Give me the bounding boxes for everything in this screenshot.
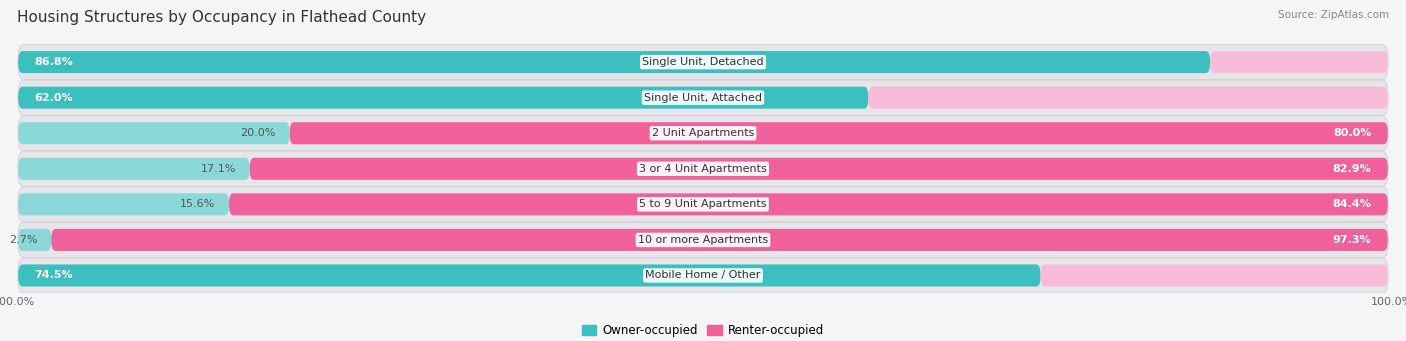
FancyBboxPatch shape <box>869 87 1388 109</box>
FancyBboxPatch shape <box>18 87 869 109</box>
FancyBboxPatch shape <box>18 116 1388 151</box>
FancyBboxPatch shape <box>18 122 290 144</box>
Text: 62.0%: 62.0% <box>35 93 73 103</box>
Text: Housing Structures by Occupancy in Flathead County: Housing Structures by Occupancy in Flath… <box>17 10 426 25</box>
Text: Single Unit, Attached: Single Unit, Attached <box>644 93 762 103</box>
Text: 86.8%: 86.8% <box>35 57 73 67</box>
FancyBboxPatch shape <box>18 45 1388 80</box>
FancyBboxPatch shape <box>18 229 51 251</box>
Text: 2 Unit Apartments: 2 Unit Apartments <box>652 128 754 138</box>
FancyBboxPatch shape <box>18 222 1388 257</box>
Text: 3 or 4 Unit Apartments: 3 or 4 Unit Apartments <box>640 164 766 174</box>
Text: 84.4%: 84.4% <box>1333 199 1371 209</box>
FancyBboxPatch shape <box>1211 51 1388 73</box>
Text: Mobile Home / Other: Mobile Home / Other <box>645 270 761 281</box>
FancyBboxPatch shape <box>1040 265 1388 286</box>
Text: 97.3%: 97.3% <box>1333 235 1371 245</box>
Text: 5 to 9 Unit Apartments: 5 to 9 Unit Apartments <box>640 199 766 209</box>
FancyBboxPatch shape <box>18 187 1388 222</box>
FancyBboxPatch shape <box>51 229 1388 251</box>
FancyBboxPatch shape <box>18 80 1388 115</box>
Text: 82.9%: 82.9% <box>1333 164 1371 174</box>
Legend: Owner-occupied, Renter-occupied: Owner-occupied, Renter-occupied <box>578 320 828 341</box>
Text: 20.0%: 20.0% <box>240 128 276 138</box>
Text: 17.1%: 17.1% <box>201 164 236 174</box>
FancyBboxPatch shape <box>290 122 1388 144</box>
FancyBboxPatch shape <box>229 193 1388 216</box>
FancyBboxPatch shape <box>18 258 1388 293</box>
Text: 15.6%: 15.6% <box>180 199 215 209</box>
FancyBboxPatch shape <box>18 51 1211 73</box>
Text: Single Unit, Detached: Single Unit, Detached <box>643 57 763 67</box>
FancyBboxPatch shape <box>18 265 1040 286</box>
Text: 80.0%: 80.0% <box>1333 128 1371 138</box>
Text: 74.5%: 74.5% <box>35 270 73 281</box>
Text: 10 or more Apartments: 10 or more Apartments <box>638 235 768 245</box>
FancyBboxPatch shape <box>250 158 1388 180</box>
FancyBboxPatch shape <box>18 151 1388 187</box>
Text: Source: ZipAtlas.com: Source: ZipAtlas.com <box>1278 10 1389 20</box>
FancyBboxPatch shape <box>18 193 229 216</box>
Text: 2.7%: 2.7% <box>8 235 38 245</box>
FancyBboxPatch shape <box>18 158 250 180</box>
